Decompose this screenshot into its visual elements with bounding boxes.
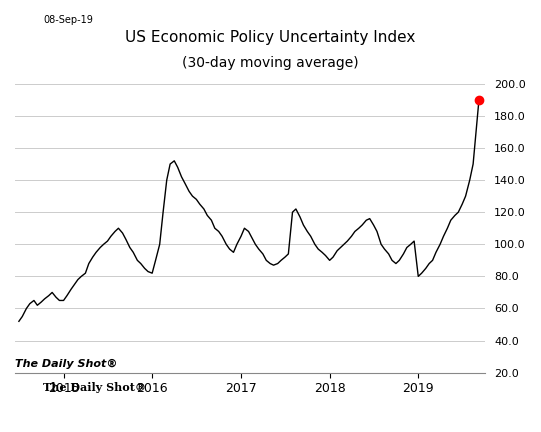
Text: The Daily Shot®: The Daily Shot® — [15, 359, 117, 369]
Text: US Economic Policy Uncertainty Index: US Economic Policy Uncertainty Index — [126, 30, 415, 45]
Text: 08-Sep-19: 08-Sep-19 — [43, 15, 93, 25]
Text: (30-day moving average): (30-day moving average) — [182, 56, 359, 70]
Text: The Daily Shot®: The Daily Shot® — [43, 382, 146, 393]
